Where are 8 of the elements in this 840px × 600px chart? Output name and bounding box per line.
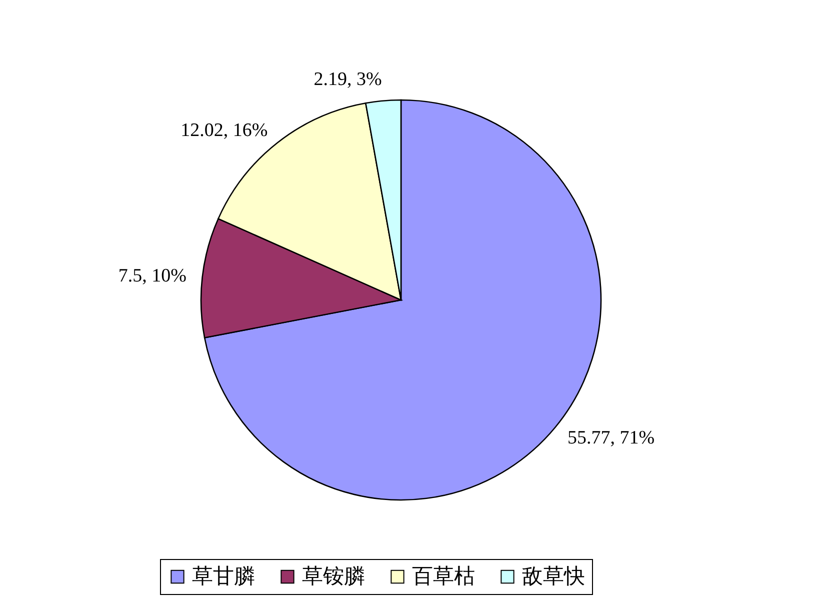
legend-label: 草甘膦 [192,564,255,588]
data-label: 2.19, 3% [314,68,382,90]
legend-label: 百草枯 [412,564,475,588]
data-label: 12.02, 16% [180,120,268,142]
legend-label: 敌草快 [522,564,585,588]
data-label: 55.77, 71% [568,428,655,449]
legend-label: 草铵膦 [302,564,365,588]
data-label: 7.5, 10% [118,265,187,286]
